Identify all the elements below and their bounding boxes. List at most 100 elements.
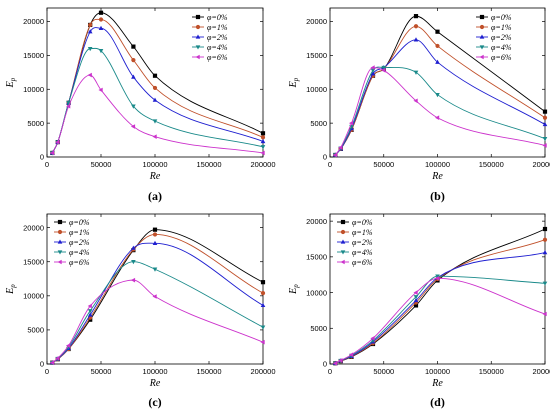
data-point	[413, 290, 418, 295]
data-point	[87, 309, 93, 314]
x-axis-label: Re	[431, 378, 443, 389]
data-point	[152, 73, 158, 78]
data-point	[152, 240, 158, 245]
y-tick-label: 0	[40, 360, 44, 369]
legend-marker	[195, 45, 201, 50]
panel-label: (a)	[148, 189, 162, 203]
y-tick-label: 20000	[23, 17, 44, 26]
data-point	[49, 360, 55, 365]
legend-marker	[340, 219, 346, 225]
data-point	[260, 290, 266, 296]
legend-marker	[195, 34, 201, 39]
legend-marker	[479, 24, 485, 30]
legend-marker	[195, 54, 200, 60]
data-point	[542, 143, 547, 148]
y-tick-label: 10000	[306, 85, 327, 94]
data-point	[152, 134, 157, 139]
legend-entry: φ=1%	[352, 228, 373, 237]
data-point	[413, 295, 419, 300]
legend-marker	[57, 250, 63, 255]
legend-marker	[479, 54, 484, 60]
data-point	[152, 97, 158, 102]
data-point	[542, 137, 548, 142]
data-point	[542, 311, 547, 317]
data-point	[542, 250, 548, 255]
data-point	[260, 138, 266, 144]
series-line	[51, 18, 264, 154]
y-tick-label: 0	[40, 153, 44, 162]
legend-marker	[195, 14, 201, 20]
data-point	[98, 17, 104, 22]
x-tick-label: 100000	[142, 367, 167, 376]
legend-entry: φ=2%	[207, 33, 228, 42]
legend-entry: φ=1%	[491, 23, 512, 32]
legend-marker	[340, 239, 346, 244]
data-point	[152, 85, 158, 91]
chart-panel-b: 0 50000 100000 150000 200000 0 5000 10000 15000 2…	[288, 7, 550, 203]
legend-marker	[340, 250, 346, 255]
data-point	[87, 303, 92, 309]
data-point	[131, 104, 136, 109]
legend-marker	[57, 239, 63, 244]
data-point	[66, 101, 71, 106]
legend-entry: φ=4%	[491, 43, 512, 52]
data-point	[260, 339, 265, 345]
series-4	[332, 275, 547, 366]
x-tick-label: 50000	[373, 160, 394, 169]
series-line	[335, 25, 546, 156]
legend-entry: φ=6%	[207, 53, 228, 62]
data-point	[66, 343, 71, 348]
x-axis-label: Re	[149, 171, 161, 182]
legend-entry: φ=1%	[207, 23, 228, 32]
legend-entry: φ=6%	[69, 258, 90, 267]
legend: φ=0%φ=1%φ=2%φ=4%φ=6%	[337, 218, 373, 267]
y-tick-label: 15000	[23, 257, 44, 266]
y-axis-label: Ep	[288, 284, 300, 295]
data-point	[260, 150, 265, 156]
data-point	[130, 277, 136, 283]
panel-label: (d)	[430, 395, 445, 409]
data-point	[87, 312, 93, 317]
data-point	[55, 139, 60, 145]
data-point	[338, 358, 343, 363]
x-tick-label: 200000	[532, 367, 550, 376]
data-point	[260, 131, 266, 136]
y-tick-label: 5000	[27, 326, 44, 335]
y-axis-label: Ep	[288, 77, 300, 88]
data-point	[434, 115, 440, 121]
legend-entry: φ=4%	[207, 43, 228, 52]
data-point	[434, 275, 440, 281]
data-point	[542, 281, 548, 286]
series-1	[50, 17, 266, 156]
series-3	[50, 260, 266, 366]
series-3	[50, 46, 266, 156]
data-point	[131, 260, 136, 265]
data-point	[260, 135, 266, 140]
series-line	[335, 15, 546, 156]
x-tick-label: 50000	[373, 367, 394, 376]
x-axis-label: Re	[431, 171, 443, 182]
x-tick-label: 0	[45, 160, 49, 169]
series-line	[51, 74, 264, 154]
series-line	[335, 275, 546, 364]
x-tick-label: 200000	[250, 160, 275, 169]
series-4	[332, 65, 547, 158]
series-line	[52, 261, 264, 363]
panel-label: (b)	[430, 189, 445, 203]
data-point	[130, 124, 136, 129]
y-tick-label: 0	[323, 153, 327, 162]
data-point	[87, 46, 93, 52]
data-point	[131, 44, 136, 49]
data-point	[435, 274, 440, 279]
series-line	[335, 66, 546, 156]
data-point	[152, 119, 158, 124]
y-tick-label: 15000	[306, 51, 327, 60]
panel-label: (c)	[148, 395, 161, 409]
data-point	[370, 65, 375, 70]
data-point	[87, 72, 92, 78]
data-point	[87, 29, 93, 34]
x-tick-label: 200000	[250, 367, 275, 376]
x-tick-label: 150000	[196, 160, 221, 169]
y-tick-label: 20000	[306, 17, 327, 26]
